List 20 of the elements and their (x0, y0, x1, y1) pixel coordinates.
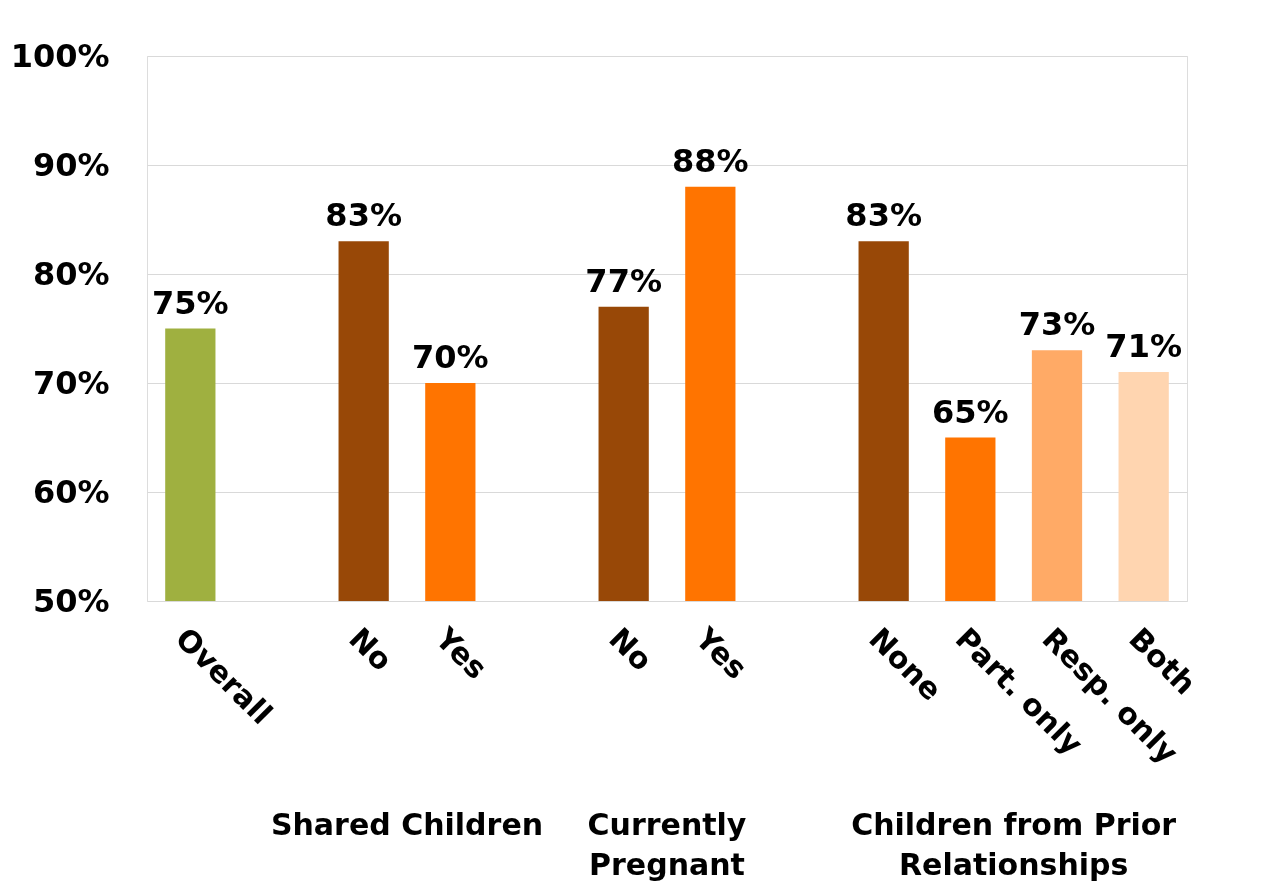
data-label: 83% (845, 196, 922, 235)
x-tick-label: No (602, 620, 660, 678)
text: Shared Children (270, 807, 544, 842)
y-tick-label: 80% (32, 254, 110, 293)
x-tick-label: No (342, 620, 400, 678)
y-tick-label: 100% (10, 36, 110, 75)
text: Children from Prior Relationships (851, 807, 1177, 882)
data-label: 77% (585, 261, 662, 300)
y-tick-label: 90% (32, 145, 110, 184)
data-label: 88% (672, 141, 749, 180)
y-tick-label: 70% (32, 363, 110, 402)
data-label: 73% (1018, 305, 1096, 344)
y-tick-label: 50% (32, 581, 110, 620)
data-label: 75% (152, 283, 229, 322)
text: Currently Pregnant (587, 807, 747, 882)
y-tick-label: 60% (32, 472, 110, 511)
data-label: 71% (1105, 327, 1182, 366)
data-label: 70% (412, 338, 489, 376)
data-label: 65% (932, 392, 1009, 431)
data-label: 83% (325, 196, 402, 235)
